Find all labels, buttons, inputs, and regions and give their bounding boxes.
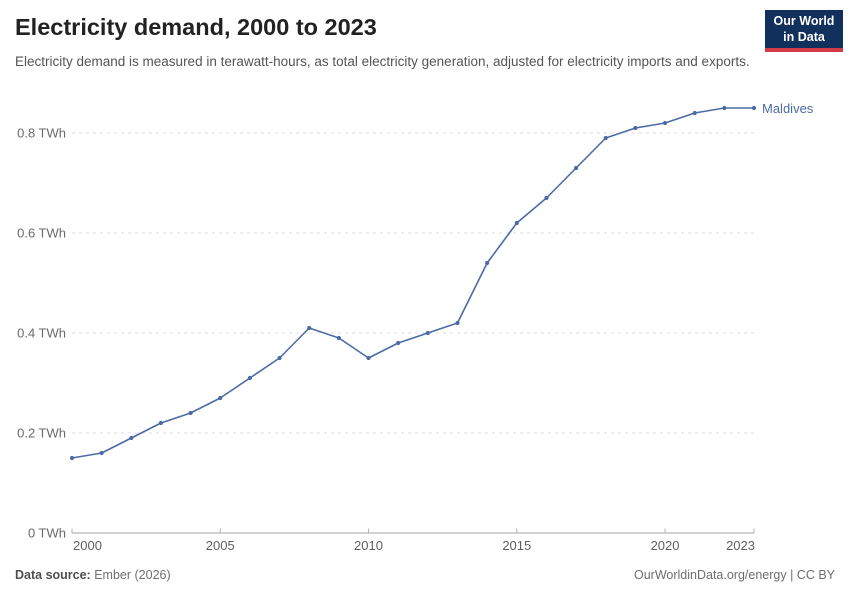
- chart-subtitle: Electricity demand is measured in terawa…: [15, 54, 750, 69]
- y-tick-label: 0.4 TWh: [17, 326, 66, 341]
- data-point: [692, 110, 697, 116]
- data-point: [69, 455, 75, 461]
- data-point: [336, 335, 341, 341]
- data-point: [633, 125, 638, 131]
- data-point: [158, 420, 164, 426]
- x-tick-label: 2005: [206, 538, 235, 553]
- owid-logo-line2: in Data: [783, 29, 825, 44]
- data-point: [544, 195, 549, 201]
- chart-title: Electricity demand, 2000 to 2023: [15, 14, 377, 40]
- data-source-value: Ember (2026): [90, 568, 171, 582]
- entity-label-maldives: Maldives: [762, 101, 814, 116]
- data-point: [188, 410, 193, 416]
- y-tick-label: 0 TWh: [28, 526, 66, 541]
- data-point: [129, 435, 134, 441]
- owid-logo: Our World in Data: [765, 10, 843, 53]
- data-point: [514, 220, 519, 226]
- data-source-label: Data source:: [15, 568, 91, 582]
- data-point: [425, 330, 430, 336]
- data-point: [277, 355, 282, 361]
- data-point: [573, 165, 579, 171]
- y-tick-label: 0.2 TWh: [17, 426, 66, 441]
- data-point: [455, 320, 460, 326]
- data-point: [307, 325, 312, 331]
- data-point: [603, 135, 608, 141]
- x-tick-label: 2000: [73, 538, 102, 553]
- credit-link[interactable]: OurWorldinData.org/energy | CC BY: [633, 568, 835, 582]
- data-point: [662, 120, 668, 126]
- data-source: Data source: Ember (2026): [15, 568, 171, 582]
- data-point: [751, 105, 757, 111]
- data-point: [722, 105, 727, 111]
- chart-footer: Data source: Ember (2026) OurWorldinData…: [15, 568, 835, 582]
- data-point: [485, 260, 490, 266]
- x-tick-label: 2020: [651, 538, 680, 553]
- data-point: [99, 450, 104, 456]
- y-tick-label: 0.8 TWh: [17, 126, 66, 141]
- owid-logo-line1: Our World: [773, 14, 835, 28]
- data-point: [247, 375, 253, 381]
- data-point: [396, 340, 401, 346]
- data-point: [218, 395, 223, 401]
- y-tick-label: 0.6 TWh: [17, 226, 66, 241]
- x-tick-label: 2015: [502, 538, 531, 553]
- data-line: [71, 107, 755, 459]
- x-tick-label: 2010: [354, 538, 383, 553]
- x-tick-label: 2023: [726, 538, 755, 553]
- data-point: [366, 355, 371, 361]
